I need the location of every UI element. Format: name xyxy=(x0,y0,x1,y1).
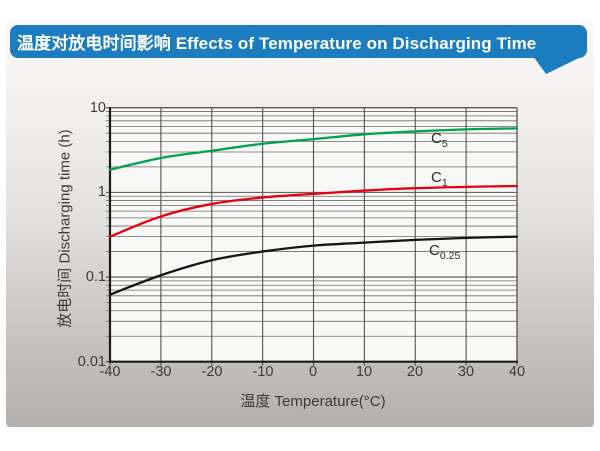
y-tick-1: 1 xyxy=(97,184,106,200)
x-axis-label: 温度 Temperature(°C) xyxy=(240,393,386,410)
x-tick-neg10: -10 xyxy=(252,364,274,380)
x-tick-40: 40 xyxy=(508,364,526,380)
chart-title: 温度对放电时间影响 Effects of Temperature on Disc… xyxy=(17,34,537,53)
x-tick-10: 10 xyxy=(355,364,373,380)
series-label-c1: C1 xyxy=(431,169,448,189)
x-tick-30: 30 xyxy=(457,364,475,380)
series-label-c0-25: C0.25 xyxy=(429,242,461,262)
series-label-c5: C5 xyxy=(431,130,448,150)
x-tick-neg40: -40 xyxy=(99,364,121,380)
y-tick-0-1: 0.1 xyxy=(85,269,106,285)
y-axis-label: 放电时间 Discharging time (h) xyxy=(56,129,74,328)
y-tick-0-01: 0.01 xyxy=(77,354,106,370)
x-tick-0: 0 xyxy=(308,364,318,380)
x-tick-20: 20 xyxy=(406,364,424,380)
title-banner: 温度对放电时间影响 Effects of Temperature on Disc… xyxy=(10,25,587,58)
x-tick-neg20: -20 xyxy=(201,364,223,380)
y-tick-10: 10 xyxy=(89,100,106,116)
x-tick-neg30: -30 xyxy=(150,364,172,380)
